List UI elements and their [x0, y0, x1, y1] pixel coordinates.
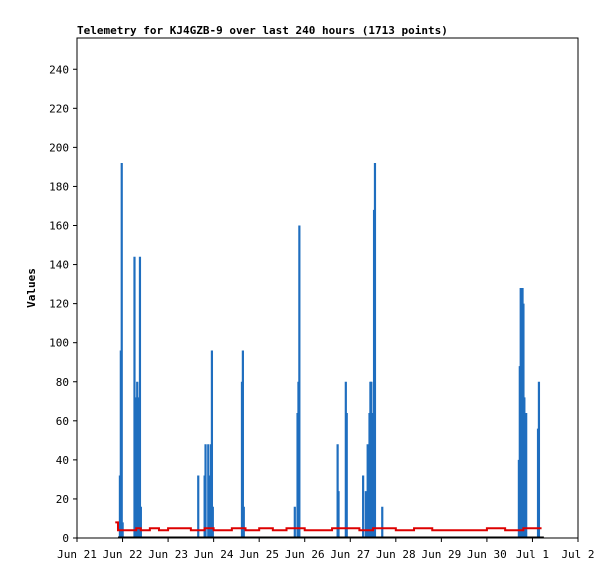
bar: [293, 506, 296, 538]
bar: [298, 225, 301, 538]
x-tick-label: Jun 26: [285, 548, 325, 561]
y-axis-label: Values: [25, 268, 38, 308]
line-series: [115, 521, 542, 532]
y-tick-label: 220: [49, 102, 69, 115]
x-tick-label: Jun 22: [103, 548, 143, 561]
bar: [120, 163, 123, 538]
bar: [138, 256, 142, 538]
y-tick-label: 20: [56, 493, 69, 506]
x-tick-label: Jun 28: [376, 548, 416, 561]
bar: [137, 397, 140, 538]
x-tick-label: Jun 21: [57, 548, 97, 561]
bar: [362, 475, 365, 538]
bar: [133, 256, 136, 538]
x-tick-label: Jun 27: [330, 548, 370, 561]
y-tick-label: 200: [49, 141, 69, 154]
bar: [381, 506, 384, 538]
bar: [210, 350, 214, 538]
line-path: [115, 521, 542, 532]
y-tick-label: 160: [49, 220, 69, 233]
bar-series: [118, 163, 541, 538]
bar: [373, 163, 377, 538]
chart-title: Telemetry for KJ4GZB-9 over last 240 hou…: [77, 24, 448, 37]
y-tick-label: 100: [49, 337, 69, 350]
x-axis-ticks: Jun 21 Jun 22 Jun 23 Jun 24 Jun 25 Jun 26 Jun …: [57, 538, 595, 561]
x-tick-label: Jun 23: [148, 548, 188, 561]
x-tick-label: Jun 25: [239, 548, 279, 561]
bar: [197, 475, 200, 538]
x-tick-label: Jun 24: [194, 548, 234, 561]
bar: [241, 350, 244, 538]
y-tick-label: 0: [62, 532, 69, 545]
bar: [337, 491, 340, 538]
bar: [525, 413, 528, 538]
y-axis-ticks: 0 20 40 60 80 100 120 140 160 180 200 220 240: [49, 63, 77, 545]
bar: [345, 413, 348, 538]
y-tick-label: 140: [49, 259, 69, 272]
x-tick-label: Jul 1: [516, 548, 549, 561]
y-tick-label: 80: [56, 376, 69, 389]
plot-frame: [76, 37, 579, 539]
bar: [207, 444, 210, 538]
x-tick-label: Jun 29: [421, 548, 461, 561]
x-tick-label: Jun 30: [467, 548, 507, 561]
y-tick-label: 180: [49, 180, 69, 193]
bar: [139, 506, 142, 538]
y-tick-label: 120: [49, 298, 69, 311]
y-tick-label: 60: [56, 415, 69, 428]
bar: [204, 444, 207, 538]
bar: [537, 381, 541, 538]
bar: [211, 506, 214, 538]
bar: [366, 444, 369, 538]
bar: [364, 491, 367, 538]
y-tick-label: 240: [49, 63, 69, 76]
x-tick-label: Jul 2: [561, 548, 594, 561]
bar: [242, 506, 245, 538]
y-tick-label: 40: [56, 454, 69, 467]
